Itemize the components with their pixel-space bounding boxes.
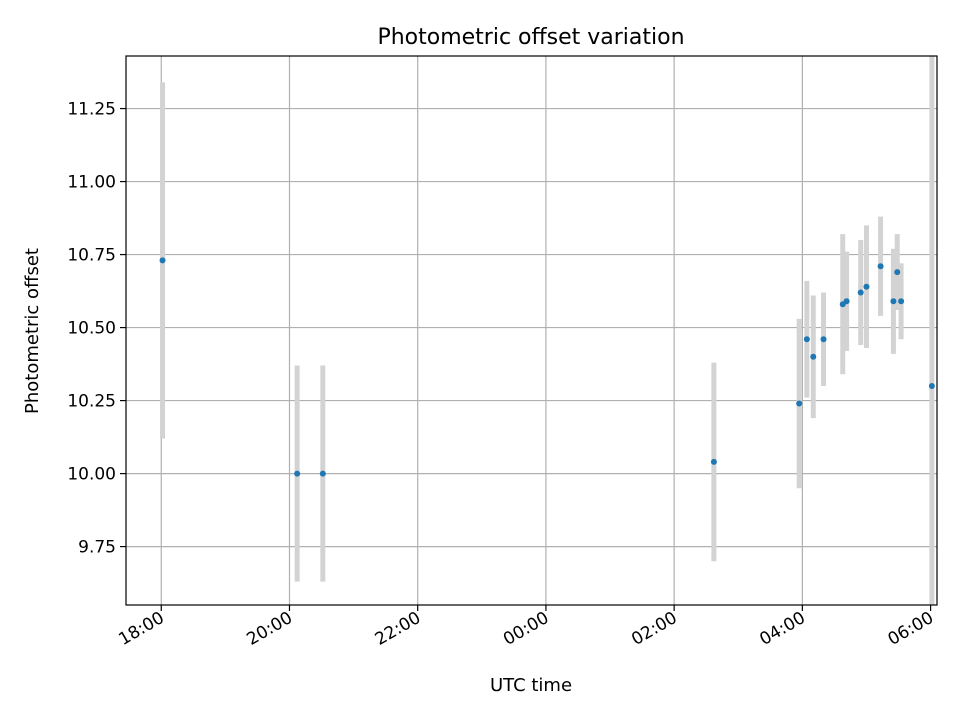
y-tick-label: 9.75 (78, 538, 116, 558)
x-axis-label: UTC time (490, 675, 572, 696)
data-point (928, 382, 935, 389)
data-point (159, 257, 166, 264)
data-point (898, 298, 905, 305)
y-tick-label: 11.25 (67, 100, 116, 120)
data-point (319, 470, 326, 477)
data-point (863, 283, 870, 290)
y-tick-label: 10.50 (67, 319, 116, 339)
data-point (890, 298, 897, 305)
data-point (820, 336, 827, 343)
data-point (803, 336, 810, 343)
y-tick-label: 10.00 (67, 465, 116, 485)
data-point (843, 298, 850, 305)
data-point (710, 458, 717, 465)
y-tick-label: 11.00 (67, 173, 116, 193)
data-point (294, 470, 301, 477)
y-tick-label: 10.75 (67, 246, 116, 266)
data-point (810, 353, 817, 360)
data-point (857, 289, 864, 296)
data-point (894, 269, 901, 276)
y-axis-label: Photometric offset (22, 248, 43, 414)
data-point (796, 400, 803, 407)
data-point (877, 263, 884, 270)
y-axis-ticks: 9.75 10.00 10.25 10.50 10.75 11.00 11.25 (67, 100, 126, 558)
chart-title: Photometric offset variation (377, 25, 684, 50)
data-points (159, 257, 935, 477)
grid (126, 56, 937, 605)
y-tick-label: 10.25 (67, 392, 116, 412)
plot-frame (125, 55, 938, 606)
